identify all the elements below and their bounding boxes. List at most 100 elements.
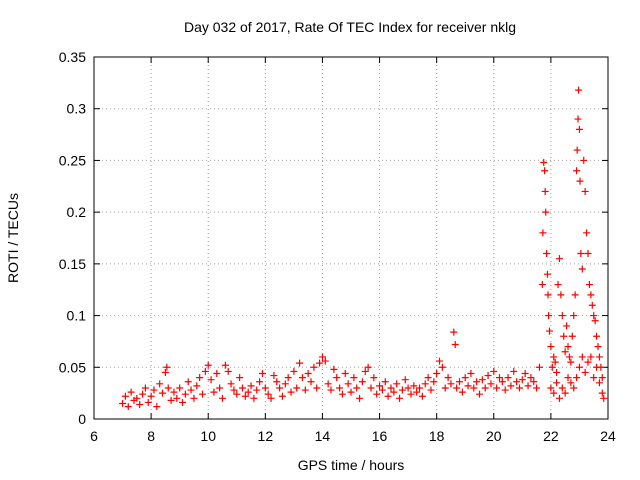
data-point — [545, 327, 553, 335]
data-point — [581, 368, 589, 376]
data-point — [540, 158, 548, 166]
data-point — [550, 353, 558, 361]
x-tick-label: 20 — [486, 428, 502, 444]
data-point — [358, 378, 366, 386]
data-point — [298, 374, 306, 382]
data-point — [267, 394, 275, 402]
data-point — [543, 270, 551, 278]
data-point — [361, 367, 369, 375]
data-point — [493, 384, 501, 392]
data-point — [144, 398, 152, 406]
data-point — [587, 353, 595, 361]
data-point — [373, 390, 381, 398]
data-point — [141, 384, 149, 392]
data-point — [398, 386, 406, 394]
data-point — [495, 374, 503, 382]
data-point — [179, 398, 187, 406]
data-point — [570, 312, 578, 320]
data-point — [591, 317, 599, 325]
data-point — [565, 353, 573, 361]
data-point — [583, 229, 591, 237]
data-point — [553, 368, 561, 376]
data-point — [184, 378, 192, 386]
data-point — [476, 390, 483, 398]
x-tick-label: 10 — [200, 428, 216, 444]
data-point — [221, 361, 229, 369]
data-point — [456, 378, 464, 386]
data-point — [353, 384, 361, 392]
data-point — [553, 379, 561, 387]
data-point — [563, 322, 571, 330]
data-point — [436, 357, 444, 365]
data-point — [578, 353, 586, 361]
data-point — [590, 374, 598, 382]
data-point — [367, 384, 375, 392]
data-point — [216, 384, 224, 392]
data-point — [230, 386, 238, 394]
data-point — [594, 343, 602, 351]
chart-title: Day 032 of 2017, Rate Of TEC Index for r… — [184, 19, 516, 35]
data-point — [287, 388, 295, 396]
data-point — [413, 388, 421, 396]
data-point — [590, 312, 598, 320]
data-point — [584, 358, 592, 366]
data-point — [378, 386, 386, 394]
data-point — [504, 374, 512, 382]
data-point — [310, 363, 318, 371]
data-point — [370, 374, 378, 382]
data-point — [561, 389, 569, 397]
data-point — [595, 379, 603, 387]
data-point — [333, 374, 341, 382]
data-point — [313, 384, 321, 392]
data-point — [290, 367, 298, 375]
data-point — [575, 86, 583, 94]
data-point — [524, 382, 532, 390]
data-point — [541, 167, 549, 175]
y-tick-label: 0.15 — [59, 256, 86, 272]
data-point — [585, 281, 593, 289]
data-point — [507, 382, 515, 390]
data-point — [498, 378, 506, 386]
data-point — [593, 363, 601, 371]
data-point — [547, 384, 555, 392]
data-point — [147, 392, 155, 400]
x-tick-label: 24 — [600, 428, 616, 444]
y-axis-label: ROTI / TECUs — [5, 193, 21, 283]
data-point — [560, 332, 568, 340]
data-point — [568, 332, 576, 340]
data-point — [281, 380, 289, 388]
data-point — [276, 384, 284, 392]
data-point — [187, 386, 195, 394]
data-point — [150, 386, 158, 394]
data-point — [219, 394, 226, 402]
data-point — [327, 386, 335, 394]
data-point — [201, 367, 209, 375]
data-point — [467, 369, 475, 377]
data-point — [573, 167, 581, 175]
data-point — [461, 374, 469, 382]
y-tick-labels: 0 0.05 0.1 0.15 0.2 0.25 0.3 0.35 — [59, 49, 86, 427]
data-point — [156, 380, 164, 388]
data-point — [564, 343, 572, 351]
y-tick-label: 0.1 — [67, 308, 87, 324]
data-point — [447, 380, 455, 388]
data-point — [384, 392, 392, 400]
data-point — [550, 389, 558, 397]
data-point — [533, 384, 541, 392]
data-point — [273, 378, 281, 386]
x-tick-label: 12 — [258, 428, 274, 444]
x-axis-label: GPS time / hours — [298, 457, 405, 473]
data-point — [338, 390, 346, 398]
data-point — [535, 363, 543, 371]
data-point — [247, 382, 255, 390]
data-point — [481, 384, 489, 392]
data-point — [204, 361, 212, 369]
data-point — [161, 368, 169, 376]
data-point — [207, 376, 215, 384]
data-point — [487, 380, 495, 388]
data-point — [521, 369, 529, 377]
data-point — [238, 384, 246, 392]
data-point — [407, 390, 415, 398]
data-point — [554, 281, 562, 289]
